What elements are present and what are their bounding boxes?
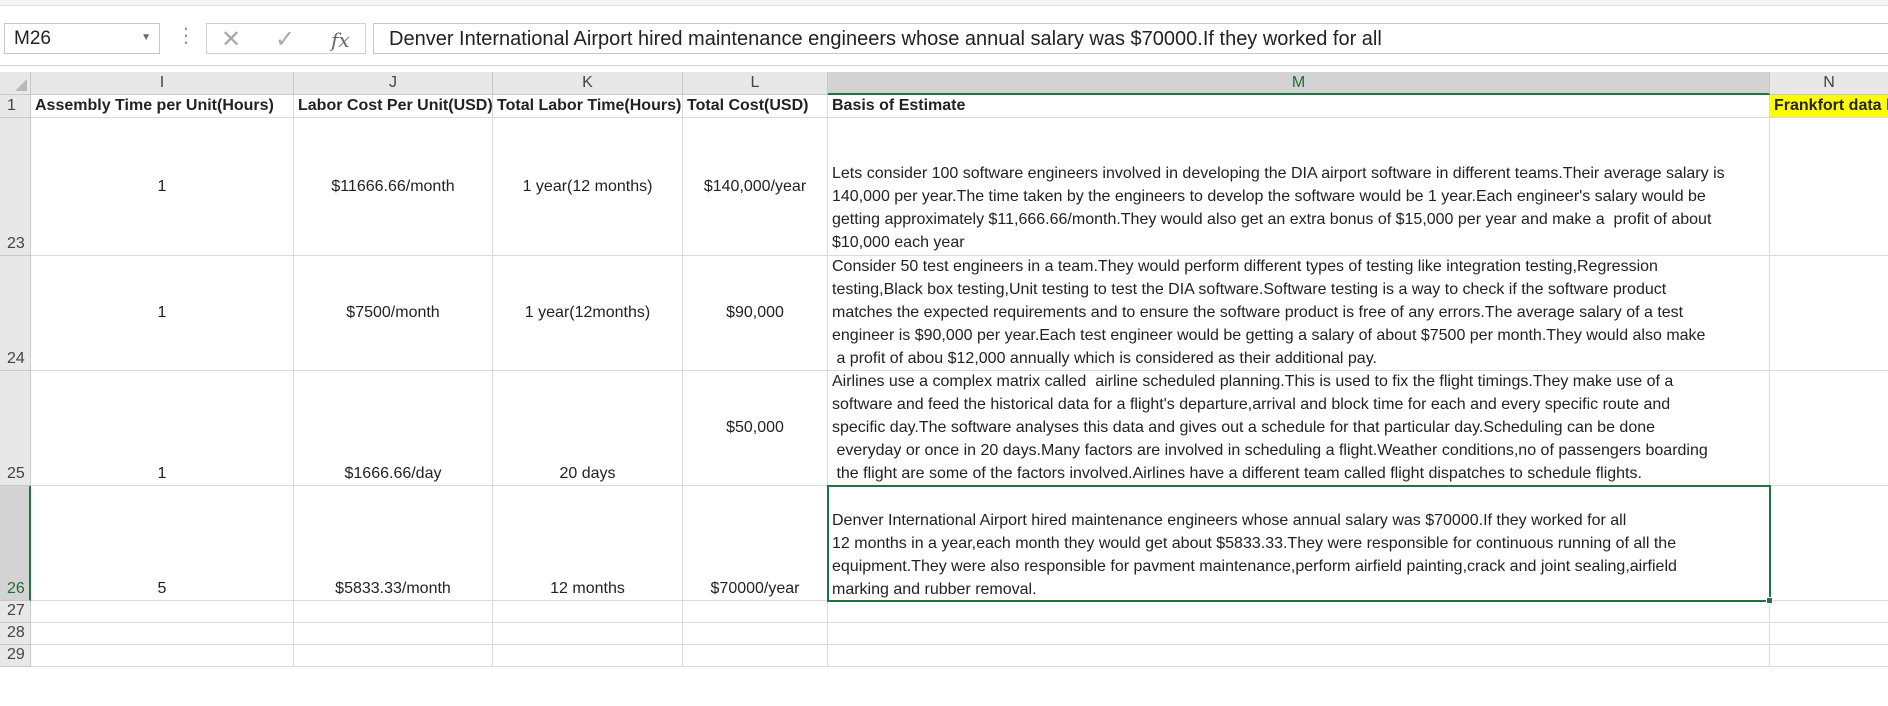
formula-content: Denver International Airport hired maint… [389,28,1382,50]
name-box[interactable]: M26 ▼ [4,23,160,54]
cell-value: $140,000/year [703,177,807,195]
cell-n28[interactable] [1770,623,1888,645]
formula-bar: M26 ▼ ⋮ ✕ ✓ fx Denver International Airp… [0,6,1888,66]
cell-value: Lets consider 100 software engineers inv… [832,165,1725,251]
cell-m27[interactable] [828,601,1770,623]
cell-m24[interactable]: Consider 50 test engineers in a team.The… [828,256,1770,371]
cell-value: Airlines use a complex matrix called air… [832,373,1708,482]
cell-k28[interactable] [493,623,683,645]
row-header-25[interactable]: 25 [0,371,31,486]
cell-i27[interactable] [31,601,294,623]
cell-j28[interactable] [294,623,493,645]
cell-m23[interactable]: Lets consider 100 software engineers inv… [828,118,1770,256]
cell-i23[interactable]: 1 [31,118,294,256]
cell-m29[interactable] [828,645,1770,667]
insert-function-icon[interactable]: fx [331,28,350,52]
cell-j24[interactable]: $7500/month [294,256,493,371]
cell-l24[interactable]: $90,000 [683,256,828,371]
cell-value: $5833.33/month [335,580,451,597]
column-header-j[interactable]: J [294,72,493,95]
cell-value: Denver International Airport hired maint… [832,512,1677,598]
cell-j23[interactable]: $11666.66/month [294,118,493,256]
cell-n29[interactable] [1770,645,1888,667]
cell-value: 1 year(12 months) [522,177,653,195]
cell-i28[interactable] [31,623,294,645]
cell-l26[interactable]: $70000/year [683,486,828,601]
cell-value: 1 [157,304,167,321]
cell-j29[interactable] [294,645,493,667]
cell-i26[interactable]: 5 [31,486,294,601]
cell-m1[interactable]: Basis of Estimate [828,95,1770,118]
cell-value: 5 [157,580,167,597]
cell-value: Consider 50 test engineers in a team.The… [832,258,1706,367]
cell-j26[interactable]: $5833.33/month [294,486,493,601]
row-header-24[interactable]: 24 [0,256,31,371]
row-header-26[interactable]: 26 [0,486,31,601]
cell-l29[interactable] [683,645,828,667]
cell-l25[interactable]: $50,000 [683,371,828,486]
cell-value: $90,000 [726,304,784,321]
cell-i25[interactable]: 1 [31,371,294,486]
chevron-down-icon[interactable]: ▼ [141,32,151,43]
cell-k25[interactable]: 20 days [493,371,683,486]
formula-buttons: ✕ ✓ fx [206,23,366,54]
cell-k29[interactable] [493,645,683,667]
cell-value: $7500/month [346,304,440,321]
cell-k1[interactable]: Total Labor Time(Hours) [493,95,683,118]
select-all-corner[interactable] [0,72,31,95]
row-header-1[interactable]: 1 [0,95,31,118]
cell-l27[interactable] [683,601,828,623]
cell-value: $50,000 [726,419,784,436]
fill-handle[interactable] [1766,597,1773,604]
cell-value: 12 months [550,580,625,597]
cell-k26[interactable]: 12 months [493,486,683,601]
name-box-value: M26 [14,28,51,49]
cell-i1[interactable]: Assembly Time per Unit(Hours) [31,95,294,118]
cell-n26[interactable] [1771,486,1888,601]
worksheet-grid: I J K L M N 1 Assembly Time per Unit(Hou… [0,66,1888,706]
cell-n23[interactable] [1770,118,1888,256]
cell-k27[interactable] [493,601,683,623]
cell-j1[interactable]: Labor Cost Per Unit(USD) [294,95,493,118]
cell-value: 1 [157,465,167,482]
cell-l1[interactable]: Total Cost(USD) [683,95,828,118]
cell-j27[interactable] [294,601,493,623]
cell-i24[interactable]: 1 [31,256,294,371]
cell-l28[interactable] [683,623,828,645]
row-header-28[interactable]: 28 [0,623,31,645]
cell-m26-selected[interactable]: Denver International Airport hired maint… [827,485,1771,602]
row-header-27[interactable]: 27 [0,601,31,623]
cell-m25[interactable]: Airlines use a complex matrix called air… [828,371,1770,486]
cell-l23[interactable]: $140,000/year [683,118,828,256]
cell-value: $70000/year [710,580,800,597]
cell-n27[interactable] [1770,601,1888,623]
check-icon[interactable]: ✓ [275,26,296,53]
cell-value: $11666.66/month [331,177,455,195]
column-header-i[interactable]: I [31,72,294,95]
more-options-icon[interactable]: ⋮ [176,25,196,47]
formula-input[interactable]: Denver International Airport hired maint… [373,23,1888,54]
cell-k24[interactable]: 1 year(12months) [493,256,683,371]
cell-value: 1 year(12months) [524,304,651,321]
column-header-m[interactable]: M [828,72,1770,95]
cell-value: $1666.66/day [344,465,442,482]
column-header-k[interactable]: K [493,72,683,95]
row-header-23[interactable]: 23 [0,118,31,256]
cell-value: 1 [157,177,167,195]
column-header-l[interactable]: L [683,72,828,95]
cell-k23[interactable]: 1 year(12 months) [493,118,683,256]
ribbon-edge [0,0,1888,6]
row-header-29[interactable]: 29 [0,645,31,667]
cell-n25[interactable] [1770,371,1888,486]
column-header-n[interactable]: N [1770,72,1888,95]
cell-value: 20 days [559,465,616,482]
cell-i29[interactable] [31,645,294,667]
cell-n1[interactable]: Frankfort data l [1770,95,1888,118]
cell-j25[interactable]: $1666.66/day [294,371,493,486]
cancel-icon[interactable]: ✕ [221,26,242,53]
cell-n24[interactable] [1770,256,1888,371]
cell-m28[interactable] [828,623,1770,645]
